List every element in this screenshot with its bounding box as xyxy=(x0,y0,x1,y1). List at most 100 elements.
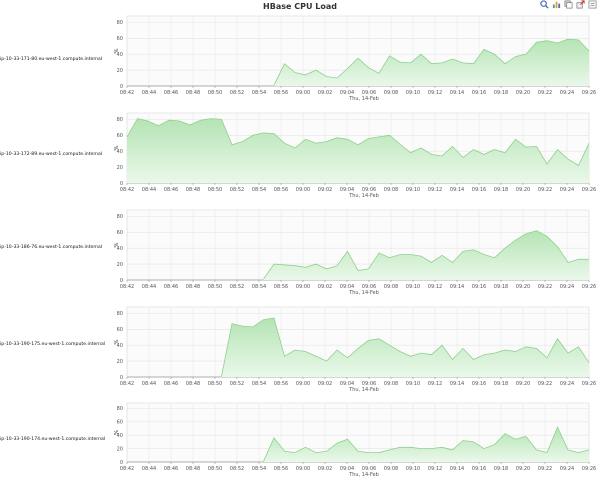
chart-panel-1: ip-10-33-171-80.eu-west-1.compute.intern… xyxy=(0,12,600,108)
x-tick-label: 09:08 xyxy=(384,284,398,290)
page-title: HBase CPU Load xyxy=(263,2,337,11)
series-area xyxy=(127,118,589,183)
x-tick-label: 09:26 xyxy=(582,381,596,387)
chart-panel-3: ip-10-33-186-76.eu-west-1.compute.intern… xyxy=(0,206,600,302)
series-area xyxy=(274,39,589,86)
y-tick-label: 60 xyxy=(117,133,123,139)
area-chart: 0 20 40 60 80 08:42 08:44 08:46 08:48 08:50 08:52 0… xyxy=(114,112,596,199)
x-tick-label: 08:56 xyxy=(274,381,288,387)
area-chart: 0 20 40 60 80 08:42 08:44 08:46 08:48 08:50 08:52 0… xyxy=(114,402,596,478)
y-tick-label: 60 xyxy=(117,230,123,236)
export-icon[interactable] xyxy=(576,0,585,9)
host-label: ip-10-33-171-80.eu-west-1.compute.intern… xyxy=(0,57,103,62)
x-tick-label: 08:52 xyxy=(230,90,244,96)
x-tick-label: 09:22 xyxy=(538,381,552,387)
y-tick-label: 40 xyxy=(117,433,123,439)
y-tick-label: 60 xyxy=(117,327,123,333)
x-tick-label: 08:54 xyxy=(252,381,266,387)
x-tick-label: 08:54 xyxy=(252,284,266,290)
x-tick-label: 08:44 xyxy=(142,381,156,387)
x-tick-label: 09:14 xyxy=(450,187,464,193)
x-tick-label: 09:16 xyxy=(472,466,486,472)
settings-icon[interactable] xyxy=(588,0,597,9)
toolbar xyxy=(540,0,597,10)
x-tick-label: 09:24 xyxy=(560,466,574,472)
y-tick-label: 0 xyxy=(120,84,123,90)
x-tick-label: 08:54 xyxy=(252,90,266,96)
x-tick-label: 08:54 xyxy=(252,187,266,193)
y-tick-label: 0 xyxy=(120,278,123,284)
x-tick-label: 08:46 xyxy=(164,284,178,290)
x-axis-label: Thu, 14-Feb xyxy=(348,472,379,478)
area-chart: 0 20 40 60 80 08:42 08:44 08:46 08:48 08:50 08:52 0… xyxy=(114,209,596,296)
series-area xyxy=(263,427,589,462)
zoom-icon[interactable] xyxy=(540,0,549,9)
x-tick-label: 09:00 xyxy=(296,187,310,193)
x-tick-label: 09:08 xyxy=(384,90,398,96)
host-label: ip-10-33-190-174.eu-west-1.compute.inter… xyxy=(0,437,106,442)
chart-icon[interactable] xyxy=(552,0,561,9)
x-tick-label: 08:42 xyxy=(120,284,134,290)
x-tick-label: 09:06 xyxy=(362,381,376,387)
x-tick-label: 08:44 xyxy=(142,284,156,290)
x-tick-label: 09:02 xyxy=(318,284,332,290)
x-tick-label: 09:12 xyxy=(428,466,442,472)
series-line xyxy=(273,38,590,86)
y-tick-label: 20 xyxy=(117,446,123,452)
x-tick-label: 08:48 xyxy=(186,90,200,96)
chart-panel-4: ip-10-33-190-175.eu-west-1.compute.inter… xyxy=(0,303,600,399)
series-area xyxy=(263,230,589,280)
y-tick-label: 40 xyxy=(117,52,123,58)
y-tick-label: 80 xyxy=(117,311,123,317)
x-tick-label: 09:24 xyxy=(560,284,574,290)
y-tick-label: 60 xyxy=(117,36,123,42)
x-tick-label: 09:08 xyxy=(384,187,398,193)
series-area xyxy=(221,318,589,377)
x-tick-label: 09:20 xyxy=(516,284,530,290)
copy-icon[interactable] xyxy=(564,0,573,9)
x-tick-label: 08:46 xyxy=(164,466,178,472)
x-tick-label: 08:50 xyxy=(208,284,222,290)
x-tick-label: 08:42 xyxy=(120,381,134,387)
x-tick-label: 09:00 xyxy=(296,90,310,96)
x-tick-label: 09:16 xyxy=(472,381,486,387)
y-tick-label: 20 xyxy=(117,165,123,171)
x-tick-label: 08:50 xyxy=(208,187,222,193)
x-tick-label: 08:56 xyxy=(274,90,288,96)
host-label: ip-10-33-186-76.eu-west-1.compute.intern… xyxy=(0,245,103,250)
x-tick-label: 08:48 xyxy=(186,187,200,193)
chart-panel-2: ip-10-33-172-89.eu-west-1.compute.intern… xyxy=(0,109,600,205)
x-tick-label: 09:10 xyxy=(406,381,420,387)
x-axis-label: Thu, 14-Feb xyxy=(348,193,379,199)
x-tick-label: 09:10 xyxy=(406,284,420,290)
x-tick-label: 08:46 xyxy=(164,187,178,193)
y-axis-label: % xyxy=(114,339,120,344)
x-tick-label: 09:04 xyxy=(340,381,354,387)
x-tick-label: 08:48 xyxy=(186,466,200,472)
series-line xyxy=(221,317,590,377)
area-chart: 0 20 40 60 80 08:42 08:44 08:46 08:48 08:50 08:52 0… xyxy=(114,306,596,393)
x-tick-label: 08:42 xyxy=(120,466,134,472)
y-tick-label: 80 xyxy=(117,20,123,26)
series-line xyxy=(263,426,590,462)
y-tick-label: 20 xyxy=(117,68,123,74)
x-tick-label: 09:24 xyxy=(560,90,574,96)
x-tick-label: 08:54 xyxy=(252,466,266,472)
x-tick-label: 09:22 xyxy=(538,187,552,193)
x-tick-label: 08:46 xyxy=(164,381,178,387)
x-tick-label: 09:06 xyxy=(362,284,376,290)
x-axis-label: Thu, 14-Feb xyxy=(348,387,379,393)
y-tick-label: 60 xyxy=(117,420,123,426)
x-tick-label: 09:00 xyxy=(296,466,310,472)
x-tick-label: 09:00 xyxy=(296,284,310,290)
x-tick-label: 09:24 xyxy=(560,381,574,387)
x-tick-label: 09:10 xyxy=(406,187,420,193)
x-tick-label: 09:20 xyxy=(516,381,530,387)
x-tick-label: 09:16 xyxy=(472,187,486,193)
y-tick-label: 40 xyxy=(117,149,123,155)
x-tick-label: 08:46 xyxy=(164,90,178,96)
x-tick-label: 09:22 xyxy=(538,466,552,472)
x-tick-label: 08:48 xyxy=(186,381,200,387)
x-tick-label: 09:12 xyxy=(428,187,442,193)
chart-panel-5: ip-10-33-190-174.eu-west-1.compute.inter… xyxy=(0,399,600,484)
